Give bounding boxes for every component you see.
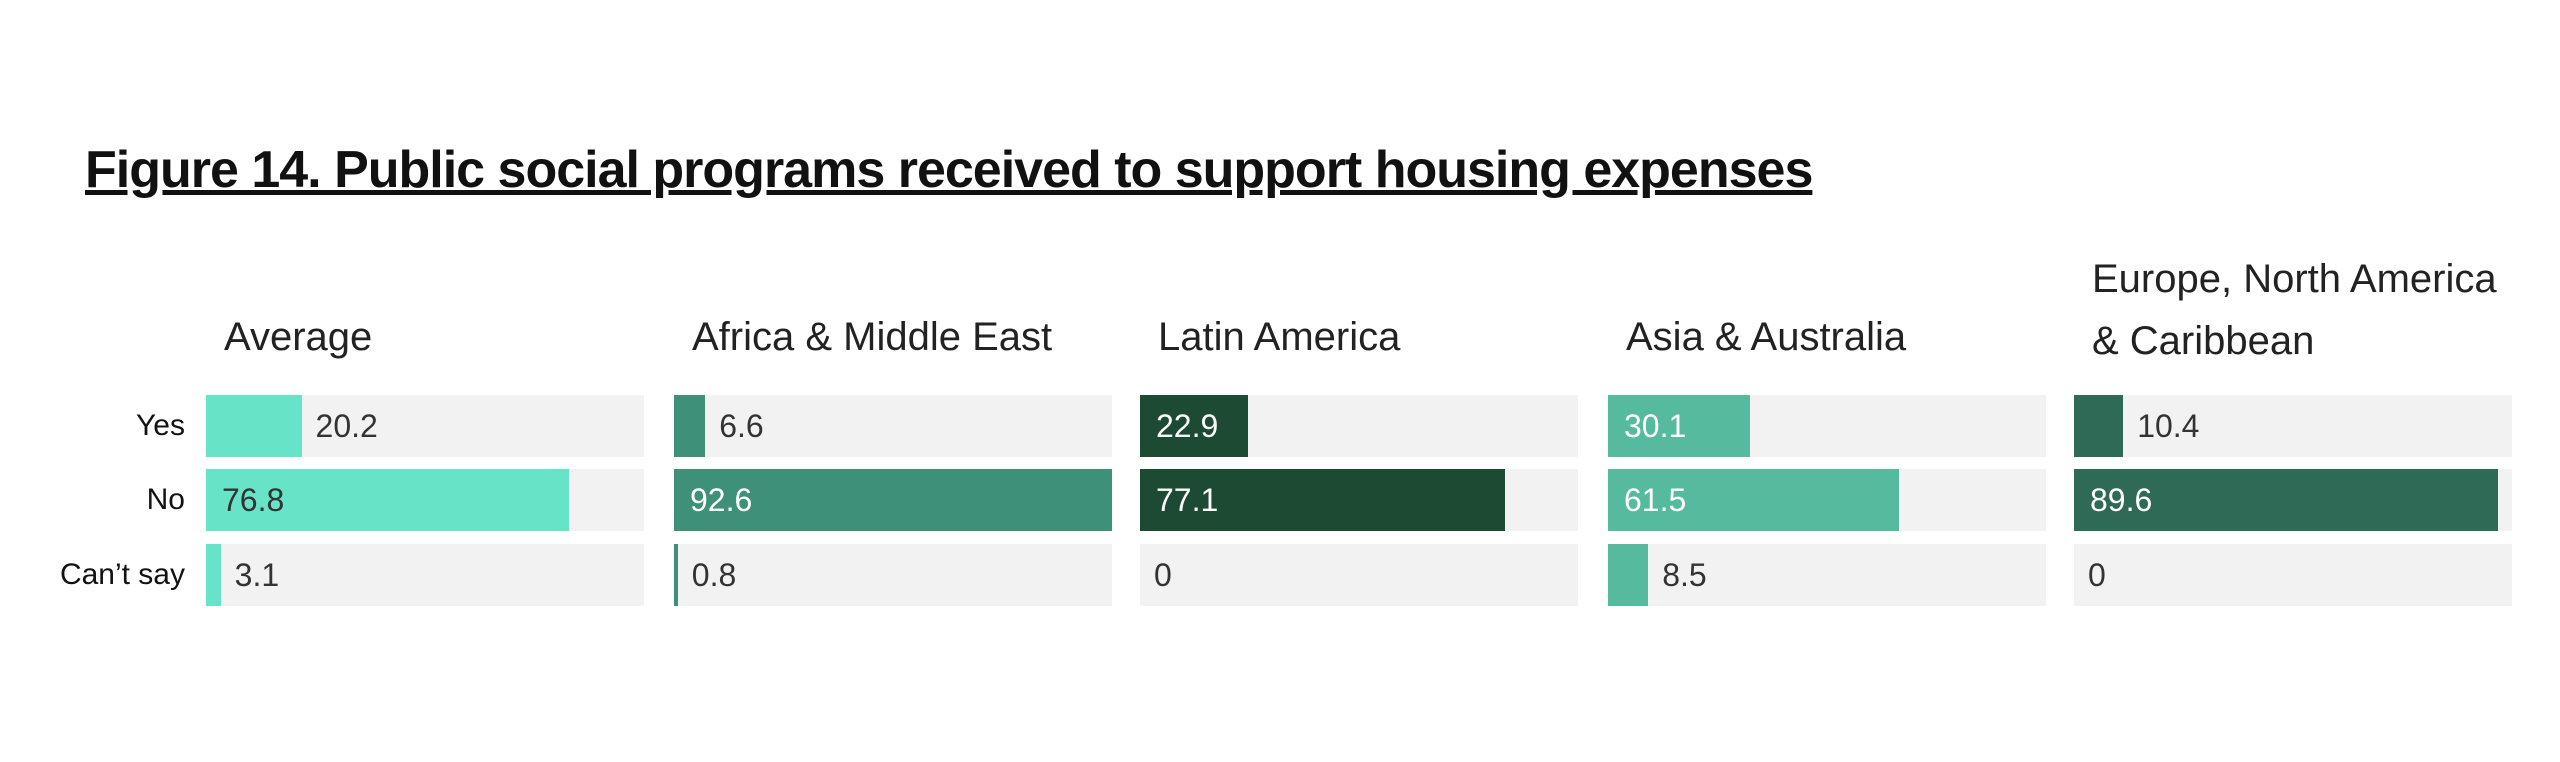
figure-title: Figure 14. Public social programs receiv… [85, 141, 1813, 199]
panel-title: Europe, North America & Caribbean [2092, 257, 2497, 363]
bar-track: 76.8 [206, 469, 644, 531]
bar [206, 469, 570, 531]
bar-track: 10.4 [2074, 395, 2512, 457]
bar [1608, 544, 1649, 606]
bar-track: 20.2 [206, 395, 644, 457]
value-label: 0 [2088, 557, 2106, 593]
value-label: 92.6 [690, 482, 753, 518]
panel-title: Average [224, 315, 373, 359]
bar-track: 61.5 [1608, 469, 2046, 531]
category-label: No [146, 483, 185, 516]
value-label: 76.8 [222, 482, 285, 518]
bar [674, 395, 706, 457]
value-label: 22.9 [1156, 408, 1219, 444]
value-label: 8.5 [1662, 557, 1707, 593]
value-label: 0 [1154, 557, 1172, 593]
category-label: Can’t say [59, 558, 185, 591]
panel-title: Africa & Middle East [692, 315, 1053, 359]
bar-track: 0.8 [674, 544, 1112, 606]
value-label: 89.6 [2090, 482, 2153, 518]
bar-track: 0 [2074, 544, 2512, 606]
value-label: 61.5 [1624, 482, 1687, 518]
bar [2074, 395, 2124, 457]
bar-track: 92.6 [674, 469, 1112, 531]
bar-track: 22.9 [1140, 395, 1578, 457]
bar [1608, 469, 1899, 531]
bar [2074, 469, 2498, 531]
value-label: 30.1 [1624, 408, 1687, 444]
bar-track: 0 [1140, 544, 1578, 606]
value-label: 0.8 [691, 557, 737, 593]
bar [1608, 395, 1751, 457]
value-label: 77.1 [1156, 482, 1219, 518]
value-label: 20.2 [315, 408, 378, 444]
bar-track: 3.1 [206, 544, 644, 606]
panel-title: Asia & Australia [1626, 315, 1907, 359]
bar-track: 77.1 [1140, 469, 1578, 531]
bar [674, 544, 678, 606]
panel-title: Latin America [1158, 315, 1401, 359]
bar-track: 6.6 [674, 395, 1112, 457]
bar-track: 30.1 [1608, 395, 2046, 457]
bar [206, 395, 302, 457]
category-label: Yes [136, 409, 185, 442]
value-label: 10.4 [2137, 408, 2200, 444]
bar-track: 89.6 [2074, 469, 2512, 531]
bar [206, 544, 221, 606]
bar-track: 8.5 [1608, 544, 2046, 606]
bar [1140, 395, 1249, 457]
bar [1140, 469, 1505, 531]
bar [674, 469, 1112, 531]
value-label: 3.1 [234, 557, 280, 593]
value-label: 6.6 [719, 408, 764, 444]
